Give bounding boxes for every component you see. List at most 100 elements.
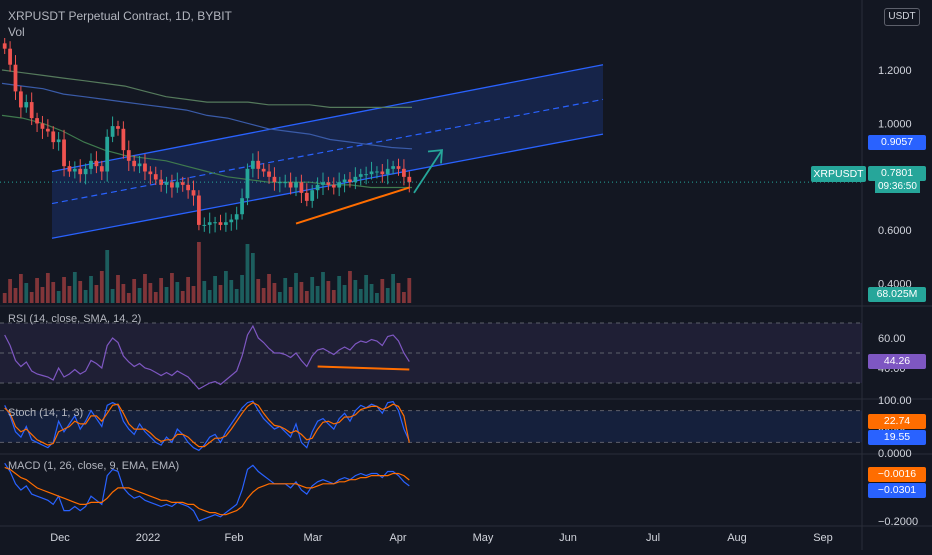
volume-bar (304, 291, 309, 303)
candle-body (304, 192, 309, 201)
volume-bar (197, 242, 201, 303)
candle-body (283, 182, 288, 184)
candle-body (197, 195, 201, 225)
candle-body (364, 174, 369, 176)
volume-bar (261, 288, 266, 303)
candle-body (67, 166, 72, 172)
volume-bar (267, 274, 271, 303)
candle-body (223, 222, 228, 225)
volume-bar (45, 273, 50, 303)
candle-body (261, 168, 266, 172)
candle-body (385, 168, 390, 175)
volume-bar (310, 277, 315, 303)
candle-body (153, 174, 158, 180)
candle-body (240, 198, 244, 215)
candle-body (105, 136, 110, 172)
symbol-title[interactable]: XRPUSDT Perpetual Contract, 1D, BYBIT (8, 9, 232, 23)
candle-body (342, 179, 347, 183)
volume-bar (202, 281, 207, 303)
volume-bar (116, 275, 120, 303)
volume-bar (180, 291, 185, 303)
volume-bar (240, 275, 244, 303)
volume-bar (315, 286, 320, 303)
candle-body (229, 219, 234, 223)
time-axis-label: Sep (813, 532, 833, 544)
channel-lower-line (51, 133, 604, 239)
macd-line-tag: −0.0301 (868, 483, 926, 498)
candle-body (110, 126, 115, 137)
volume-label: Vol (8, 25, 25, 39)
candle-body (331, 184, 336, 188)
candle-body (148, 171, 153, 175)
candle-body (391, 166, 396, 169)
volume-bar (72, 272, 77, 303)
volume-bar (89, 276, 93, 303)
volume-bar (213, 276, 217, 303)
stoch-d-line (4, 401, 410, 448)
candle-body (175, 182, 180, 188)
stoch-band (0, 410, 862, 443)
volume-bar (99, 271, 104, 303)
rsi-pane-title: RSI (14, close, SMA, 14, 2) (8, 313, 142, 325)
price-axis-label: 1.2000 (878, 65, 912, 77)
volume-bar (331, 290, 336, 303)
candle-body (121, 128, 126, 151)
candle-body (369, 171, 374, 175)
volume-bar (380, 279, 385, 303)
time-axis-label: May (473, 532, 494, 544)
currency-button[interactable]: USDT (884, 8, 920, 26)
volume-bar (288, 287, 293, 303)
stoch-d-tag: 19.55 (868, 430, 926, 445)
time-axis-label: Jun (559, 532, 577, 544)
volume-bar (2, 293, 7, 303)
macd-hist-tag: −0.0016 (868, 467, 926, 482)
volume-bar (170, 273, 174, 303)
price-axis-label: 1.0000 (878, 118, 912, 130)
candle-body (83, 168, 88, 175)
support-trendline (295, 186, 410, 225)
volume-bar (375, 293, 379, 303)
ma-green-line (1, 114, 412, 189)
candle-body (35, 118, 39, 124)
volume-bar (218, 285, 223, 303)
volume-bar (148, 283, 153, 303)
candle-body (321, 182, 325, 185)
volume-bar (110, 289, 115, 303)
time-axis-label: 2022 (136, 532, 160, 544)
time-axis-label: Feb (225, 532, 244, 544)
candle-body (213, 222, 217, 224)
volume-bar (153, 292, 158, 303)
volume-bar (277, 292, 282, 303)
candle-body (29, 102, 34, 119)
volume-bar (402, 292, 406, 303)
volume-bar (321, 272, 325, 303)
candle-body (402, 168, 406, 177)
volume-bar (13, 288, 18, 303)
stoch-k-line (4, 400, 410, 452)
candle-body (277, 182, 282, 184)
volume-bar (234, 289, 239, 303)
macd-axis-label: −0.2000 (878, 516, 918, 528)
candle-body (250, 160, 255, 169)
volume-bar (56, 291, 61, 303)
volume-bar (8, 279, 12, 303)
candle-body (159, 179, 164, 185)
candle-body (218, 222, 223, 225)
candle-body (137, 163, 142, 167)
ma-green-long-line (1, 69, 412, 108)
rsi-divergence-line (317, 365, 410, 371)
volume-bar (299, 282, 304, 303)
candle-body (126, 150, 131, 161)
volume-bar (40, 287, 45, 303)
candle-body (56, 139, 61, 143)
candle-body (89, 160, 93, 169)
candle-body (2, 43, 7, 49)
rsi-band (0, 323, 862, 383)
volume-bar (132, 279, 137, 303)
volume-bar (164, 287, 169, 303)
volume-bar (24, 283, 29, 303)
forecast-arrow-shaft (413, 149, 443, 194)
stoch-k-tag: 22.74 (868, 414, 926, 429)
